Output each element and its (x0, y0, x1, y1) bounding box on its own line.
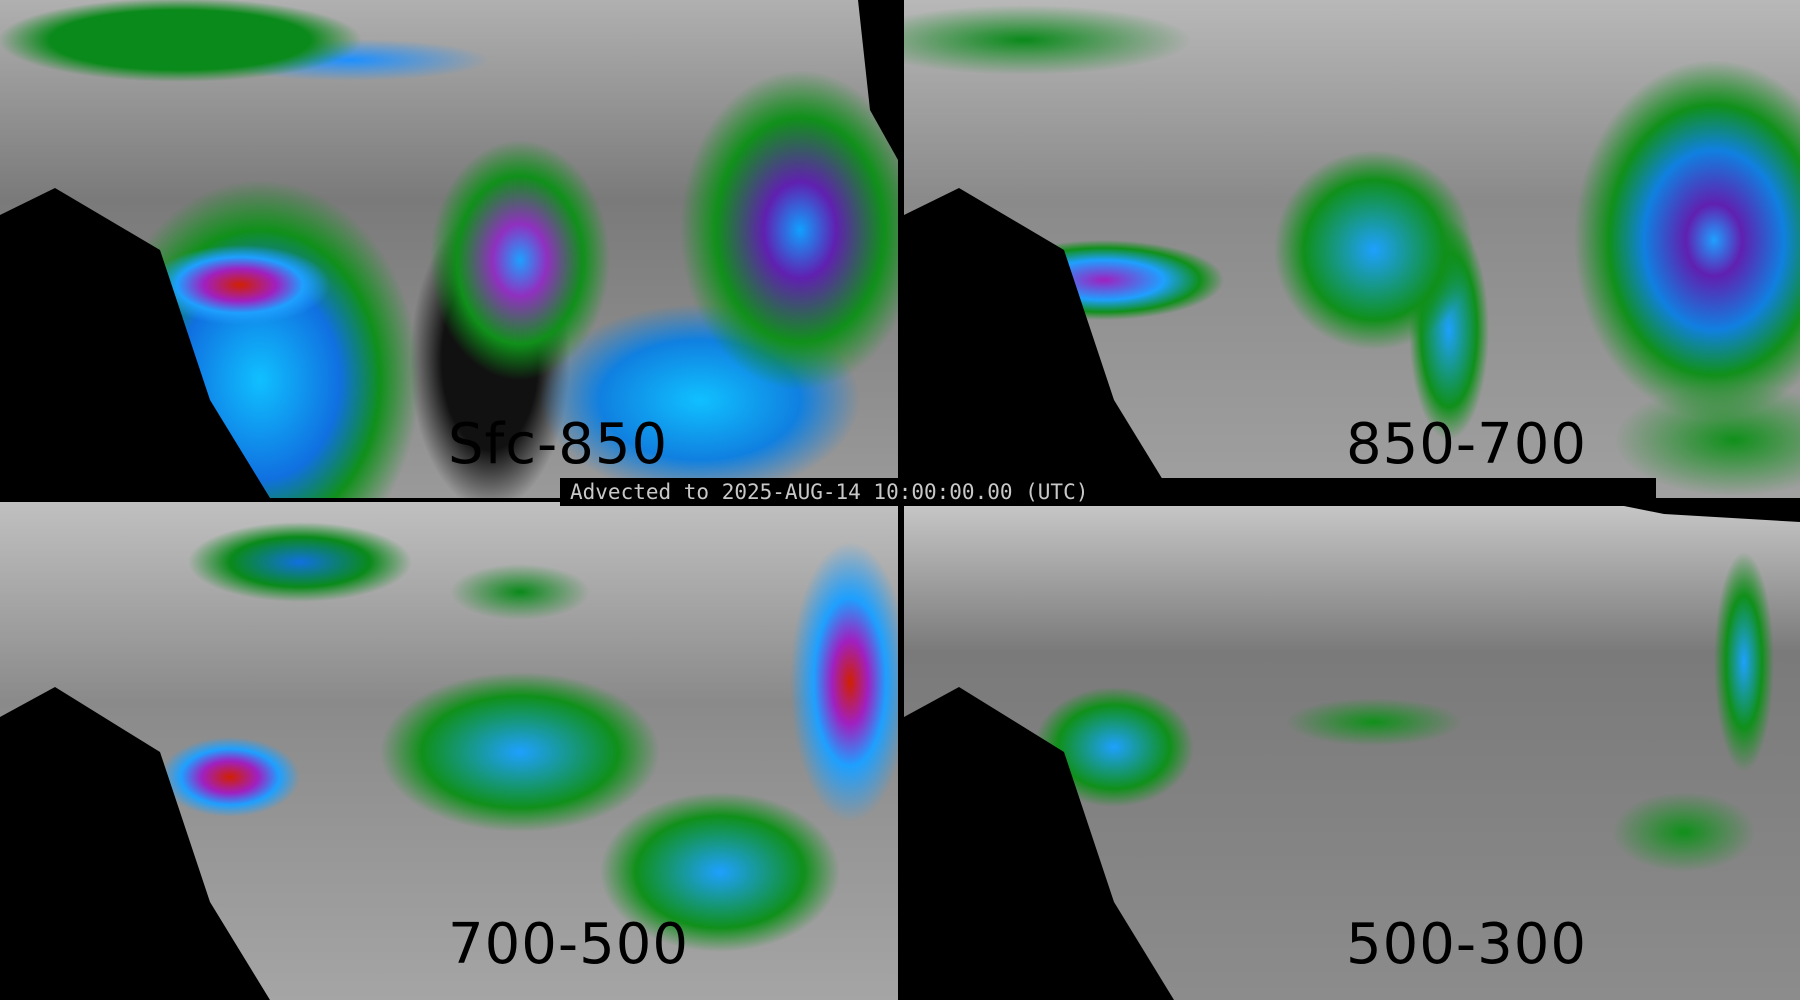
valid-time-banner: Advected to 2025-AUG-14 10:00:00.00 (UTC… (560, 478, 1656, 506)
level-label: 850-700 (1346, 412, 1587, 477)
panel-500-300: 500-300 (904, 502, 1800, 1000)
off-disk-mask (0, 0, 898, 498)
off-disk-mask (904, 502, 1800, 1000)
level-label: Sfc-850 (448, 412, 669, 477)
off-disk-mask (0, 687, 270, 1000)
panel-sfc-850: Sfc-850 (0, 0, 898, 498)
panel-700-500: 700-500 (0, 502, 898, 1000)
off-disk-mask (904, 188, 1174, 498)
level-label: 700-500 (448, 912, 689, 977)
level-label: 500-300 (1346, 912, 1587, 977)
panel-850-700: 850-700 (904, 0, 1800, 498)
